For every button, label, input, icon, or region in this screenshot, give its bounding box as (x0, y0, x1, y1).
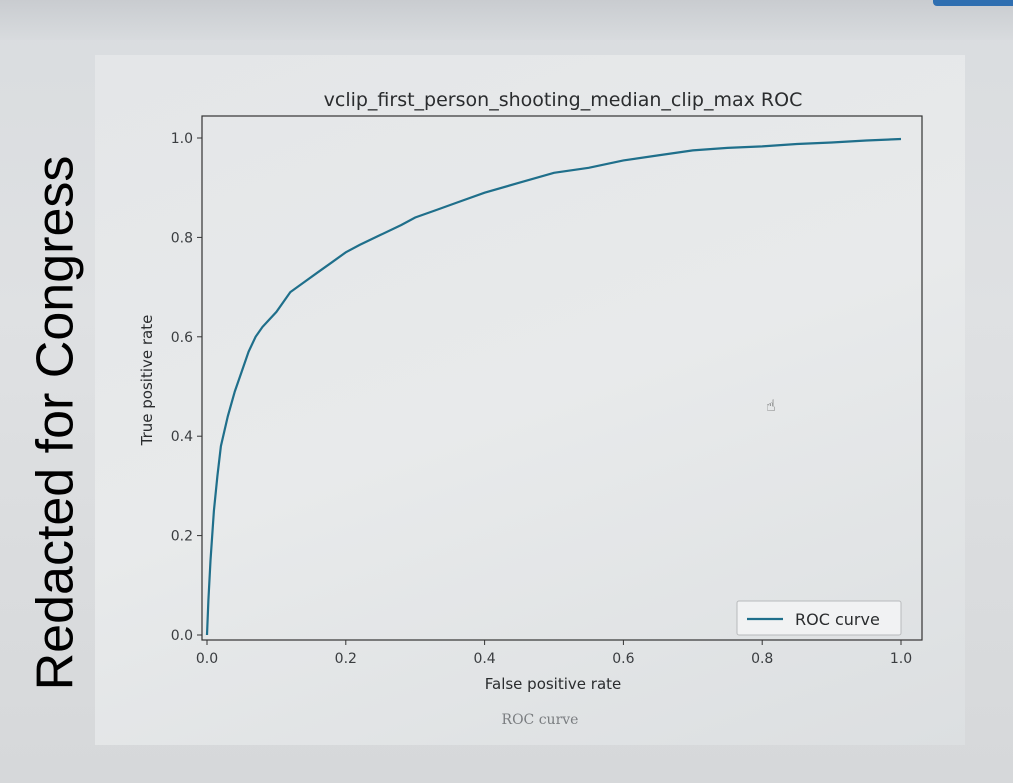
x-tick-label: 0.8 (751, 651, 773, 667)
x-axis-label: False positive rate (485, 675, 622, 693)
corner-button[interactable] (933, 0, 1013, 6)
legend-label: ROC curve (795, 610, 880, 629)
x-tick-label: 1.0 (890, 651, 912, 667)
y-tick-label: 1.0 (171, 131, 193, 147)
redaction-label: Redacted for Congress (26, 155, 85, 690)
x-tick-label: 0.4 (473, 651, 495, 667)
ticks-layer: 0.0 0.2 0.4 0.6 0.8 1.0 0.0 0.2 0.4 0.6 0.8 1.0 (171, 131, 912, 667)
x-tick-label: 0.2 (335, 651, 357, 667)
y-tick-label: 0.6 (171, 330, 193, 346)
figure-caption: ROC curve (501, 712, 579, 728)
axes-layer (201, 115, 923, 641)
legend: ROC curve (736, 600, 902, 636)
browser-top-strip (0, 0, 1013, 40)
legend-box (736, 600, 902, 636)
y-tick-label: 0.2 (171, 529, 193, 545)
chart-title: vclip_first_person_shooting_median_clip_… (324, 89, 803, 111)
y-tick-label: 0.4 (171, 429, 193, 445)
y-tick-label: 0.8 (171, 230, 193, 246)
x-tick-label: 0.6 (612, 651, 634, 667)
axes-frame (201, 115, 923, 641)
y-tick-label: 0.0 (171, 628, 193, 644)
roc-curve-line (205, 137, 902, 636)
redaction-overlay-text: Redacted for Congress (0, 95, 110, 750)
y-axis-label: True positive rate (138, 315, 156, 447)
hand-pointer-icon: ☝ (766, 396, 776, 415)
x-tick-label: 0.0 (196, 651, 218, 667)
